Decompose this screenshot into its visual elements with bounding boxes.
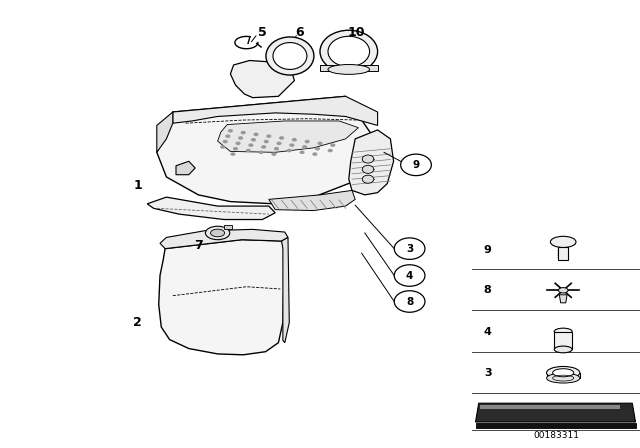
Circle shape [300,151,305,154]
Ellipse shape [211,229,225,237]
Ellipse shape [328,65,370,74]
Text: 7: 7 [194,239,203,252]
Polygon shape [558,247,568,260]
Polygon shape [269,190,355,211]
Circle shape [261,145,266,149]
Text: 4: 4 [484,327,492,336]
Ellipse shape [554,328,572,335]
Text: 2: 2 [133,316,142,329]
Circle shape [401,154,431,176]
Polygon shape [282,237,289,343]
Text: 9: 9 [484,245,492,255]
Ellipse shape [273,43,307,69]
Circle shape [330,143,335,147]
Polygon shape [159,240,285,355]
Polygon shape [320,65,378,71]
Text: 9: 9 [412,160,420,170]
Circle shape [312,152,317,156]
Ellipse shape [547,373,580,383]
Polygon shape [349,130,394,195]
Circle shape [220,145,225,149]
Circle shape [271,152,276,156]
Circle shape [248,143,253,147]
Circle shape [266,134,271,138]
Circle shape [246,149,251,152]
Polygon shape [157,96,378,204]
Circle shape [274,147,279,151]
Circle shape [228,129,233,133]
Text: 6: 6 [295,26,304,39]
Ellipse shape [554,346,572,353]
Polygon shape [147,197,275,220]
Circle shape [292,138,297,142]
Circle shape [233,147,238,151]
Circle shape [315,147,320,151]
Ellipse shape [547,366,580,379]
Circle shape [238,136,243,140]
Circle shape [225,134,230,138]
Text: 10: 10 [348,26,365,39]
Circle shape [328,149,333,152]
Polygon shape [230,60,294,98]
Circle shape [276,142,282,145]
Circle shape [279,136,284,140]
Polygon shape [224,225,232,229]
Circle shape [287,149,292,152]
Circle shape [305,140,310,143]
Circle shape [241,131,246,134]
Polygon shape [476,423,636,428]
Polygon shape [480,405,620,409]
Polygon shape [176,161,195,175]
Ellipse shape [320,30,378,73]
Text: 1: 1 [133,179,142,193]
Ellipse shape [550,237,576,247]
Circle shape [253,133,259,136]
Circle shape [264,140,269,143]
Circle shape [394,265,425,286]
Text: 8: 8 [484,285,492,295]
Circle shape [394,291,425,312]
Polygon shape [173,96,378,125]
Circle shape [230,152,236,156]
Text: 5: 5 [258,26,267,39]
Ellipse shape [553,369,574,377]
Circle shape [362,165,374,173]
Polygon shape [476,403,636,422]
Circle shape [362,175,374,183]
Text: 4: 4 [406,271,413,280]
Text: 8: 8 [406,297,413,306]
Circle shape [394,238,425,259]
Polygon shape [157,112,173,152]
Ellipse shape [328,36,370,67]
Polygon shape [160,229,288,249]
Text: 00183311: 00183311 [534,431,580,440]
Circle shape [236,142,241,145]
Ellipse shape [205,226,230,240]
Circle shape [259,151,264,154]
Circle shape [362,155,374,163]
Polygon shape [554,332,572,349]
Text: 3: 3 [406,244,413,254]
Ellipse shape [559,288,568,293]
Polygon shape [559,295,567,303]
Text: 3: 3 [484,368,492,378]
Circle shape [289,143,294,147]
Ellipse shape [266,37,314,75]
Circle shape [317,142,323,145]
Polygon shape [218,121,358,152]
Circle shape [223,140,228,143]
Circle shape [302,145,307,149]
Circle shape [251,138,256,142]
